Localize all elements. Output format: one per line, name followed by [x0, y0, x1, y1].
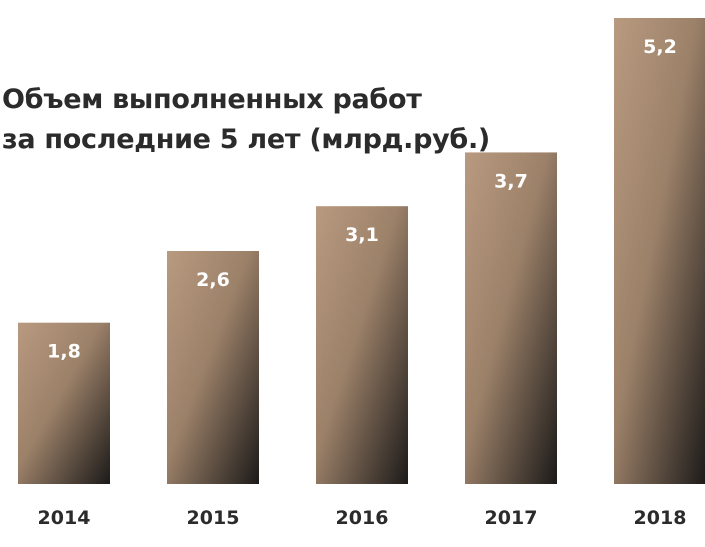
bar-2018 — [614, 18, 705, 484]
bar-2014 — [18, 322, 110, 484]
value-label-2016: 3,1 — [345, 224, 379, 246]
category-label-2014: 2014 — [38, 507, 91, 529]
bar-2015 — [167, 251, 259, 484]
category-label-2016: 2016 — [336, 507, 389, 529]
category-label-2017: 2017 — [485, 507, 538, 529]
chart-title-line-2: за последние 5 лет (млрд.руб.) — [2, 124, 490, 155]
value-label-2015: 2,6 — [196, 269, 230, 291]
value-label-2017: 3,7 — [494, 170, 528, 192]
bar-2017 — [465, 152, 557, 484]
bars-group — [18, 18, 705, 484]
value-label-2018: 5,2 — [643, 36, 677, 58]
bar-2016 — [316, 206, 408, 484]
chart-title-line-1: Объем выполненных работ — [2, 84, 422, 115]
value-label-2014: 1,8 — [47, 341, 81, 363]
category-label-2015: 2015 — [187, 507, 240, 529]
category-labels-group: 2014 2015 2016 2017 2018 — [38, 507, 687, 529]
chart-title: Объем выполненных работ за последние 5 л… — [2, 80, 490, 160]
value-labels-group: 1,8 2,6 3,1 3,7 5,2 — [47, 36, 677, 363]
category-label-2018: 2018 — [634, 507, 687, 529]
